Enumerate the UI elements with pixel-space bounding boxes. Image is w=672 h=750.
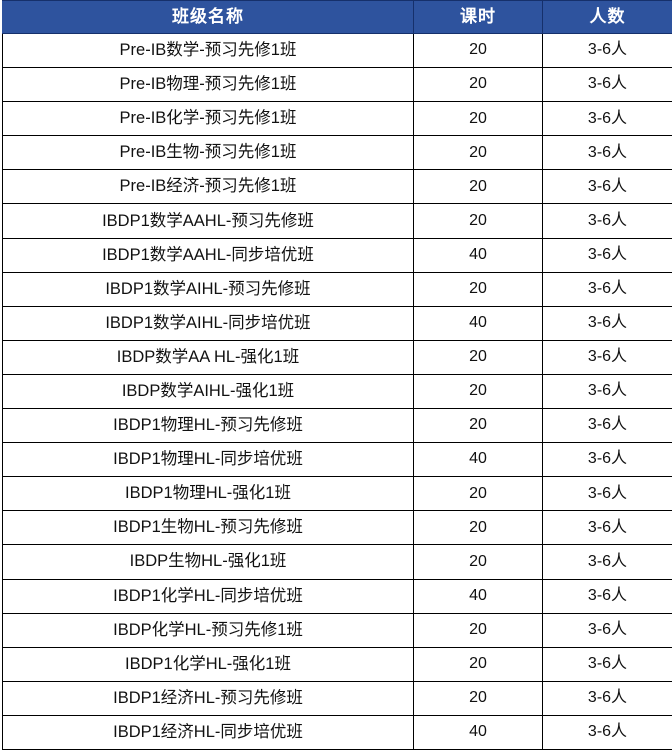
cell-class-name: IBDP1生物HL-预习先修班 — [2, 510, 414, 546]
cell-hours: 20 — [413, 67, 543, 103]
column-header-hours: 课时 — [413, 0, 543, 34]
cell-class-size: 3-6人 — [542, 408, 672, 444]
table-row: IBDP1化学HL-同步培优班 40 3-6人 — [2, 578, 672, 614]
cell-hours: 40 — [413, 305, 543, 341]
cell-hours: 20 — [413, 169, 543, 205]
column-header-class-name: 班级名称 — [2, 0, 414, 34]
table-row: IBDP1数学AIHL-预习先修班 20 3-6人 — [2, 271, 672, 307]
table-row: Pre-IB生物-预习先修1班 20 3-6人 — [2, 135, 672, 171]
cell-class-name: IBDP1数学AAHL-预习先修班 — [2, 203, 414, 239]
table-row: IBDP1物理HL-预习先修班 20 3-6人 — [2, 408, 672, 444]
table-row: IBDP1数学AAHL-同步培优班 40 3-6人 — [2, 237, 672, 273]
cell-class-size: 3-6人 — [542, 339, 672, 375]
cell-hours: 20 — [413, 646, 543, 682]
table-row: IBDP1数学AAHL-预习先修班 20 3-6人 — [2, 203, 672, 239]
cell-class-size: 3-6人 — [542, 544, 672, 580]
cell-hours: 20 — [413, 476, 543, 512]
table-row: IBDP1经济HL-预习先修班 20 3-6人 — [2, 680, 672, 716]
cell-class-name: Pre-IB数学-预习先修1班 — [2, 32, 414, 69]
cell-class-name: IBDP1数学AAHL-同步培优班 — [2, 237, 414, 273]
cell-class-size: 3-6人 — [542, 67, 672, 103]
cell-class-size: 3-6人 — [542, 646, 672, 682]
cell-hours: 20 — [413, 510, 543, 546]
cell-class-name: Pre-IB物理-预习先修1班 — [2, 67, 414, 103]
table-row: Pre-IB化学-预习先修1班 20 3-6人 — [2, 101, 672, 137]
table-body: Pre-IB数学-预习先修1班 20 3-6人 Pre-IB物理-预习先修1班 20 3-… — [2, 32, 672, 750]
cell-class-size: 3-6人 — [542, 476, 672, 512]
table-row: IBDP1经济HL-同步培优班 40 3-6人 — [2, 714, 672, 750]
table-row: IBDP1数学AIHL-同步培优班 40 3-6人 — [2, 305, 672, 341]
cell-hours: 20 — [413, 544, 543, 580]
table-header: 班级名称 课时 人数 — [2, 0, 672, 34]
cell-class-size: 3-6人 — [542, 714, 672, 750]
cell-hours: 20 — [413, 339, 543, 375]
cell-class-size: 3-6人 — [542, 373, 672, 410]
table-row: Pre-IB物理-预习先修1班 20 3-6人 — [2, 67, 672, 103]
cell-class-name: IBDP1化学HL-强化1班 — [2, 646, 414, 682]
cell-hours: 40 — [413, 442, 543, 478]
cell-class-name: IBDP1数学AIHL-同步培优班 — [2, 305, 414, 341]
table-row: IBDP1化学HL-强化1班 20 3-6人 — [2, 646, 672, 682]
cell-class-name: Pre-IB生物-预习先修1班 — [2, 135, 414, 171]
cell-class-size: 3-6人 — [542, 237, 672, 273]
cell-class-name: IBDP1化学HL-同步培优班 — [2, 578, 414, 614]
cell-class-size: 3-6人 — [542, 680, 672, 716]
cell-class-size: 3-6人 — [542, 271, 672, 307]
cell-class-size: 3-6人 — [542, 612, 672, 648]
cell-class-name: Pre-IB经济-预习先修1班 — [2, 169, 414, 205]
cell-class-name: IBDP1经济HL-预习先修班 — [2, 680, 414, 716]
cell-class-name: IBDP1物理HL-预习先修班 — [2, 408, 414, 444]
cell-hours: 20 — [413, 612, 543, 648]
cell-hours: 20 — [413, 408, 543, 444]
cell-class-name: IBDP1物理HL-强化1班 — [2, 476, 414, 512]
table-row: IBDP1物理HL-强化1班 20 3-6人 — [2, 476, 672, 512]
column-header-class-size: 人数 — [542, 0, 672, 34]
table-row: IBDP生物HL-强化1班 20 3-6人 — [2, 544, 672, 580]
cell-class-name: IBDP生物HL-强化1班 — [2, 544, 414, 580]
cell-class-name: IBDP数学AA HL-强化1班 — [2, 339, 414, 375]
table-row: Pre-IB经济-预习先修1班 20 3-6人 — [2, 169, 672, 205]
cell-hours: 20 — [413, 373, 543, 410]
cell-hours: 20 — [413, 101, 543, 137]
cell-class-size: 3-6人 — [542, 169, 672, 205]
cell-hours: 40 — [413, 578, 543, 614]
cell-class-name: IBDP1经济HL-同步培优班 — [2, 714, 414, 750]
cell-hours: 40 — [413, 714, 543, 750]
cell-class-size: 3-6人 — [542, 32, 672, 69]
table-row: IBDP数学AIHL-强化1班 20 3-6人 — [2, 373, 672, 410]
cell-class-size: 3-6人 — [542, 442, 672, 478]
table-row: IBDP1生物HL-预习先修班 20 3-6人 — [2, 510, 672, 546]
table-row: IBDP1物理HL-同步培优班 40 3-6人 — [2, 442, 672, 478]
table-row: IBDP数学AA HL-强化1班 20 3-6人 — [2, 339, 672, 375]
cell-class-name: Pre-IB化学-预习先修1班 — [2, 101, 414, 137]
cell-class-name: IBDP数学AIHL-强化1班 — [2, 373, 414, 410]
cell-hours: 20 — [413, 135, 543, 171]
cell-class-size: 3-6人 — [542, 510, 672, 546]
cell-class-name: IBDP化学HL-预习先修1班 — [2, 612, 414, 648]
cell-hours: 20 — [413, 680, 543, 716]
cell-class-name: IBDP1数学AIHL-预习先修班 — [2, 271, 414, 307]
cell-hours: 20 — [413, 203, 543, 239]
table-row: Pre-IB数学-预习先修1班 20 3-6人 — [2, 32, 672, 69]
cell-class-size: 3-6人 — [542, 305, 672, 341]
cell-class-size: 3-6人 — [542, 135, 672, 171]
cell-class-size: 3-6人 — [542, 578, 672, 614]
cell-class-size: 3-6人 — [542, 101, 672, 137]
cell-class-name: IBDP1物理HL-同步培优班 — [2, 442, 414, 478]
table-row: IBDP化学HL-预习先修1班 20 3-6人 — [2, 612, 672, 648]
table-header-row: 班级名称 课时 人数 — [2, 0, 672, 34]
cell-hours: 20 — [413, 32, 543, 69]
cell-hours: 40 — [413, 237, 543, 273]
cell-hours: 20 — [413, 271, 543, 307]
cell-class-size: 3-6人 — [542, 203, 672, 239]
